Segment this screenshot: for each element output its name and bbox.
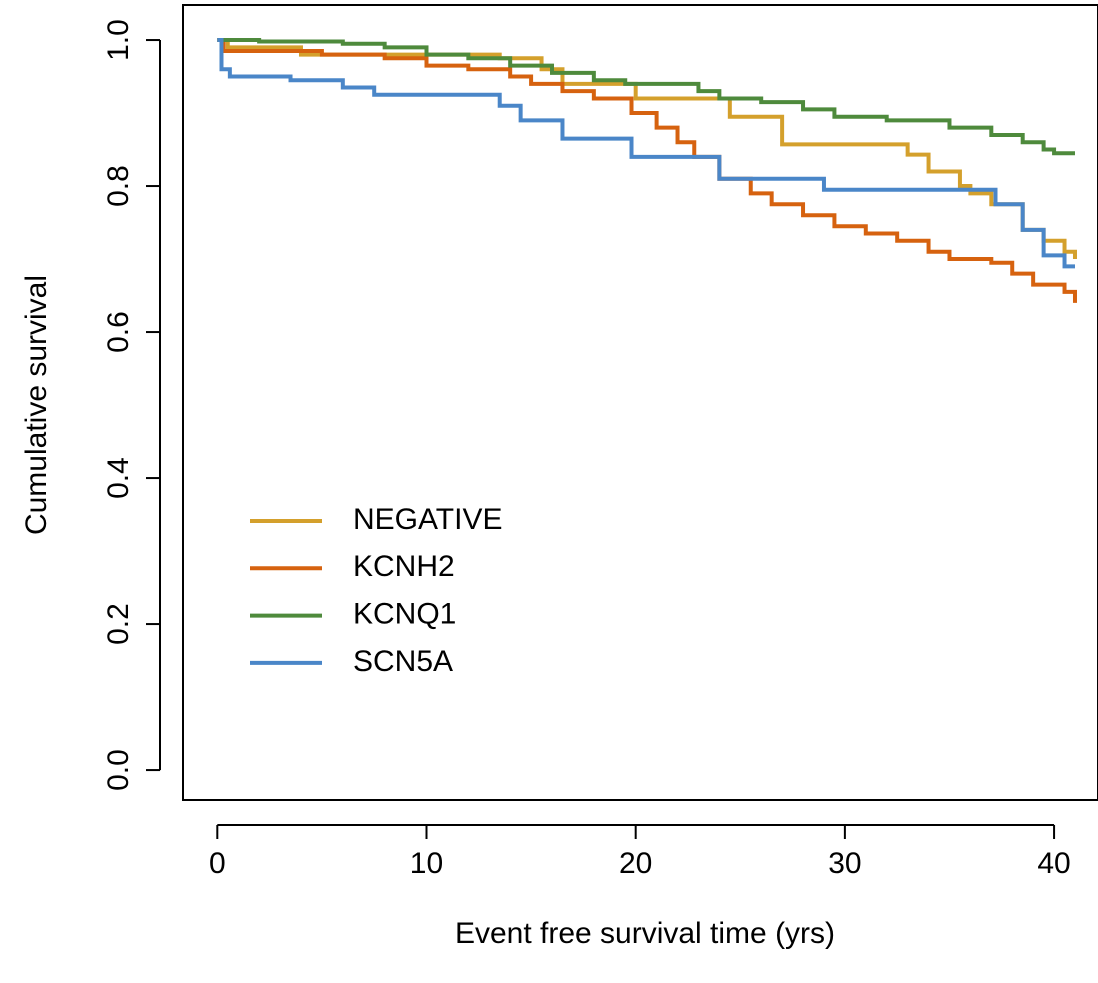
x-tick-label: 0 (209, 847, 226, 880)
x-tick-label: 20 (619, 847, 652, 880)
legend-label: KCNQ1 (353, 598, 456, 631)
y-tick-label: 0.2 (102, 603, 135, 645)
survival-curve (217, 38, 1075, 156)
plot-frame (182, 4, 1098, 801)
survival-curve (217, 38, 1077, 260)
x-axis-label: Event free survival time (yrs) (455, 917, 835, 950)
survival-curve (217, 38, 1075, 269)
legend-label: KCNH2 (353, 550, 455, 583)
y-tick-label: 0.6 (102, 311, 135, 353)
y-tick-label: 0.8 (102, 165, 135, 207)
x-tick-label: 10 (410, 847, 443, 880)
y-axis-label: Cumulative survival (20, 275, 53, 535)
x-tick-label: 40 (1037, 847, 1070, 880)
x-tick-label: 30 (828, 847, 861, 880)
y-tick-label: 1.0 (102, 19, 135, 61)
legend-label: SCN5A (353, 645, 453, 678)
legend-label: NEGATIVE (353, 503, 502, 536)
y-tick-label: 0.0 (102, 749, 135, 791)
y-tick-label: 0.4 (102, 457, 135, 499)
